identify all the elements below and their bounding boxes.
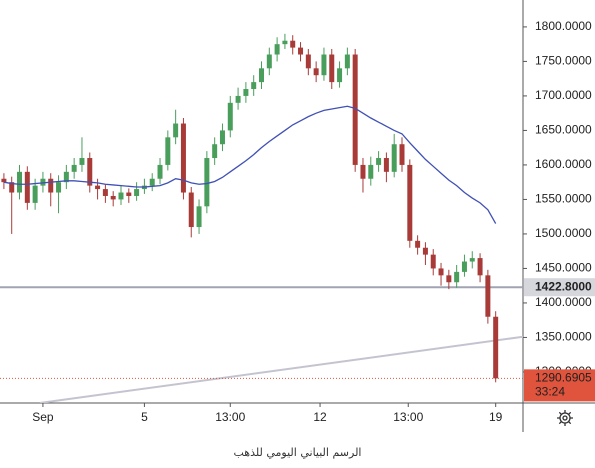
candle-body xyxy=(196,206,202,228)
candle-body xyxy=(446,275,452,283)
candle-body xyxy=(95,185,101,190)
candle-body xyxy=(368,164,374,179)
x-tick-label: 19 xyxy=(489,410,503,424)
candle-body xyxy=(87,158,93,186)
candle-body xyxy=(305,54,311,69)
countdown: 33:24 xyxy=(535,385,565,399)
candle-body xyxy=(251,82,257,90)
candle-body xyxy=(40,178,46,186)
y-tick-label: 1500.0000 xyxy=(535,226,592,240)
candle-body xyxy=(298,47,304,55)
candle-body xyxy=(290,40,296,48)
y-tick-label: 1550.0000 xyxy=(535,192,592,206)
candle-body xyxy=(415,240,421,248)
candle-body xyxy=(63,171,69,183)
candle-body xyxy=(344,54,350,69)
candle-body xyxy=(259,68,264,83)
candle-body xyxy=(126,192,132,196)
candle-body xyxy=(188,192,194,228)
x-tick-label: Sep xyxy=(32,410,54,424)
candle-body xyxy=(1,178,7,183)
candle-body xyxy=(274,44,280,55)
level-tag xyxy=(524,278,595,297)
y-tick-label: 1650.0000 xyxy=(535,123,592,137)
y-tick-label: 1600.0000 xyxy=(535,157,592,171)
candle-body xyxy=(227,102,233,131)
candle-body xyxy=(329,54,335,83)
caption: الرسم البياني اليومي للذهب xyxy=(233,446,362,459)
x-tick-label: 12 xyxy=(313,410,327,424)
candle-body xyxy=(134,189,140,196)
moving-average xyxy=(3,105,497,224)
candle-body xyxy=(438,268,444,276)
candle-body xyxy=(321,54,327,76)
y-tick-label: 1350.0000 xyxy=(535,330,592,344)
candle-body xyxy=(430,254,436,269)
candle-body xyxy=(204,158,210,207)
y-tick-label: 1700.0000 xyxy=(535,88,592,102)
candle-body xyxy=(32,185,38,203)
plot-area xyxy=(0,33,523,403)
y-tick-label: 1400.0000 xyxy=(535,295,592,309)
candle-body xyxy=(399,144,405,165)
last-price-tag xyxy=(524,369,595,402)
settings-icon[interactable] xyxy=(557,410,573,426)
candle-body xyxy=(376,158,382,165)
candle-body xyxy=(454,271,460,283)
candle-body xyxy=(212,144,218,159)
candle-body xyxy=(165,137,171,165)
y-tick-label: 1750.0000 xyxy=(535,54,592,68)
candle-body xyxy=(157,164,163,179)
candle-body xyxy=(313,68,319,76)
candle-body xyxy=(173,123,179,138)
candle-body xyxy=(493,316,499,379)
candle-body xyxy=(391,144,397,172)
candle-body xyxy=(461,261,467,272)
candle-body xyxy=(102,189,108,196)
candle-body xyxy=(422,247,428,255)
candle-body xyxy=(24,171,30,203)
candle-body xyxy=(48,178,54,193)
candle-body xyxy=(485,275,491,317)
candle-body xyxy=(17,171,23,193)
last-price-label: 1290.6905 xyxy=(535,371,592,385)
candle-body xyxy=(180,123,186,193)
x-tick-label: 13:00 xyxy=(393,410,423,424)
candle-body xyxy=(9,182,15,193)
candle-body xyxy=(360,164,366,179)
candle-body xyxy=(266,54,272,69)
trend-line xyxy=(39,335,523,403)
candle-body xyxy=(118,192,124,200)
candle-body xyxy=(235,95,241,103)
x-tick-label: 5 xyxy=(141,410,148,424)
candle-body xyxy=(149,178,155,186)
level-tag-label: 1422.8000 xyxy=(535,279,592,293)
candle-body xyxy=(243,89,249,96)
candle-body xyxy=(477,258,483,276)
candle-body xyxy=(79,158,85,165)
y-tick-label: 1450.0000 xyxy=(535,261,592,275)
y-tick-label: 1800.0000 xyxy=(535,19,592,33)
candle-body xyxy=(110,195,116,200)
candle-body xyxy=(56,182,62,193)
candle-body xyxy=(71,164,77,172)
candle-body xyxy=(219,130,225,145)
candle-body xyxy=(282,40,288,45)
candle-body xyxy=(407,164,413,241)
chart: 1300.00001350.00001400.00001450.00001500… xyxy=(0,0,595,432)
candle-body xyxy=(469,258,475,262)
candle-body xyxy=(352,54,358,165)
candle-body xyxy=(383,158,389,172)
x-tick-label: 13:00 xyxy=(215,410,245,424)
candle-body xyxy=(337,68,343,83)
